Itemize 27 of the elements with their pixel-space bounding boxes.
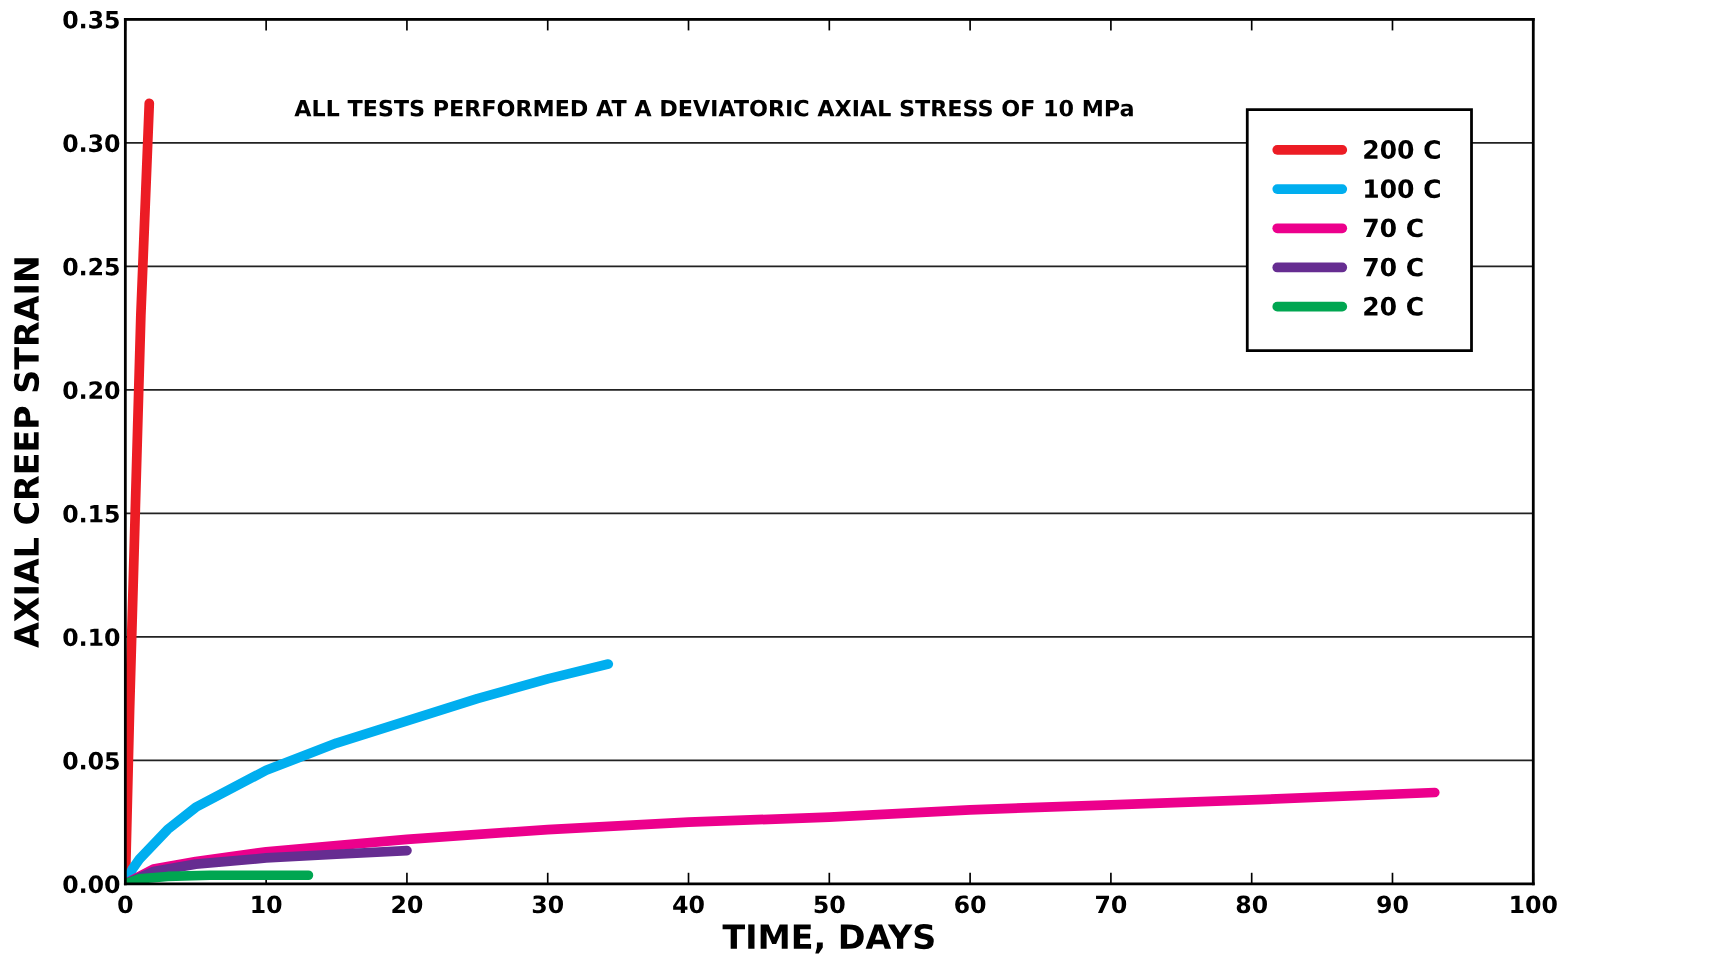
x-tick-label: 100 — [1511, 895, 1557, 914]
x-tick-label: 80 — [1236, 895, 1267, 914]
y-tick-label: 0.20 — [63, 381, 120, 400]
x-tick-label: 70 — [1096, 895, 1127, 914]
x-tick-label: 10 — [252, 895, 282, 914]
y-tick-label: 0.00 — [63, 875, 120, 894]
y-tick-label: 0.10 — [63, 628, 120, 647]
legend-label: 200 C — [1364, 140, 1440, 159]
x-tick-label: 30 — [532, 895, 564, 914]
legend-label: 70 C — [1363, 257, 1423, 277]
x-tick-label: 90 — [1377, 895, 1408, 914]
legend-label: 20 C — [1364, 296, 1423, 316]
y-tick-label: 0.05 — [63, 751, 119, 770]
y-axis-title: AXIAL CREEP STRAIN — [13, 258, 40, 648]
legend-label: 100 C — [1365, 179, 1440, 199]
y-tick-label: 0.35 — [63, 10, 119, 29]
x-axis-title: TIME, DAYS — [722, 924, 934, 954]
y-tick-label: 0.15 — [63, 504, 119, 523]
x-tick-label: 20 — [392, 895, 423, 914]
y-tick-label: 0.30 — [63, 134, 120, 153]
annotation: ALL TESTS PERFORMED AT A DEVIATORIC AXIAL STRESS OF 10 MPa — [294, 99, 1133, 117]
x-tick-label: 40 — [673, 895, 704, 914]
x-tick-label: 0 — [118, 895, 133, 914]
x-tick-label: 60 — [955, 895, 986, 914]
legend-label: 70 C — [1363, 218, 1423, 238]
y-tick-label: 0.25 — [63, 257, 119, 276]
x-tick-label: 50 — [814, 895, 845, 914]
